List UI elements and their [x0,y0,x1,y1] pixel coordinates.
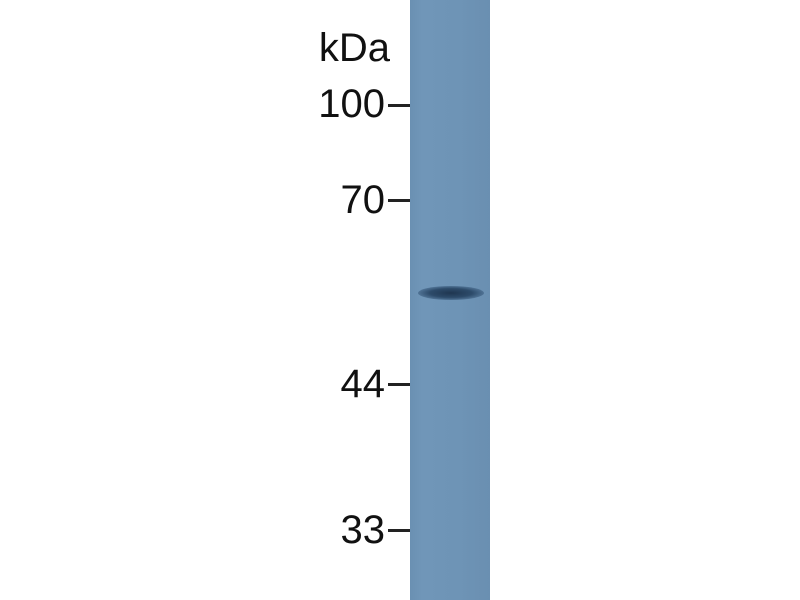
blot-lane [410,0,490,600]
marker-label-33: 33 [340,508,386,552]
unit-label: kDa [318,26,390,70]
marker-tick-44 [388,383,410,386]
marker-label-70: 70 [340,178,386,222]
marker-tick-100 [388,104,410,107]
protein-band [418,286,484,300]
marker-tick-33 [388,529,410,532]
marker-label-100: 100 [318,82,385,126]
marker-label-44: 44 [340,362,386,406]
marker-tick-70 [388,199,410,202]
